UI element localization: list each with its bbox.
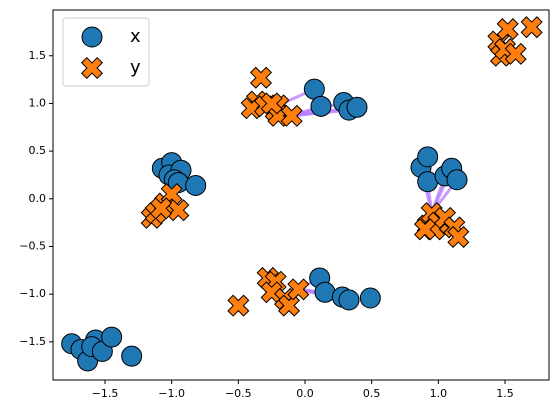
point xyxy=(149,197,173,220)
point xyxy=(249,66,273,89)
point xyxy=(417,146,439,168)
y-tick-label: −1.0 xyxy=(19,287,46,300)
links xyxy=(160,87,459,302)
x-tick-label: 0.0 xyxy=(296,387,314,400)
plot-frame xyxy=(52,9,550,381)
y-tick-label: 0.5 xyxy=(29,144,47,157)
x-tick-label: −0.5 xyxy=(225,387,252,400)
y-tick-label: 0.0 xyxy=(29,192,47,205)
point xyxy=(520,16,543,39)
point xyxy=(504,42,527,65)
point xyxy=(446,169,468,191)
marks xyxy=(61,16,543,372)
point xyxy=(167,199,190,222)
point xyxy=(447,225,470,248)
point xyxy=(277,294,301,317)
y-tick-label: −1.5 xyxy=(19,335,46,348)
point xyxy=(260,92,283,115)
legend-label: x xyxy=(130,26,141,47)
legend-label: y xyxy=(130,57,141,78)
point xyxy=(185,174,207,196)
y-tick-label: −0.5 xyxy=(19,239,46,252)
point xyxy=(359,287,381,309)
y-tick-label: 1.5 xyxy=(29,49,47,62)
x-tick-label: 1.0 xyxy=(430,387,448,400)
point xyxy=(227,294,250,317)
x-tick-label: 0.5 xyxy=(363,387,381,400)
x-tick-label: −1.0 xyxy=(158,387,185,400)
point xyxy=(101,326,123,348)
legend-marker xyxy=(80,56,104,80)
point xyxy=(338,289,360,311)
x-tick-label: 1.5 xyxy=(496,387,514,400)
point xyxy=(346,96,368,118)
point xyxy=(314,281,336,303)
legend-marker xyxy=(81,26,103,48)
point xyxy=(496,18,519,41)
x-tick-label: −1.5 xyxy=(92,387,119,400)
point xyxy=(121,345,143,367)
point xyxy=(287,278,310,301)
legend: xy xyxy=(62,17,150,87)
point xyxy=(310,95,332,117)
point xyxy=(413,218,437,241)
point xyxy=(280,104,303,127)
y-tick-label: 1.0 xyxy=(29,96,47,109)
